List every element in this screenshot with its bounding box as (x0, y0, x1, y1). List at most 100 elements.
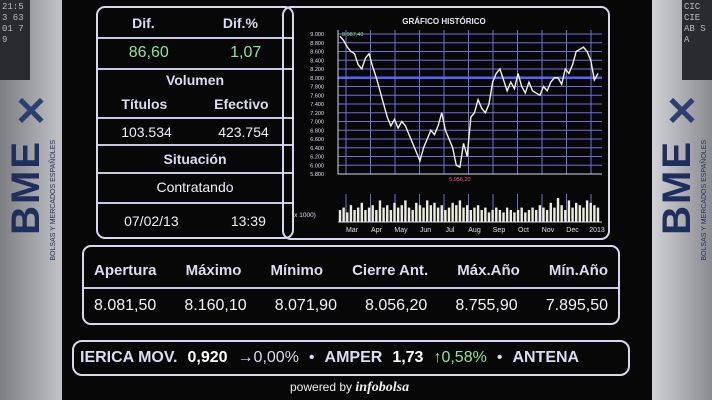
y-tick-label: 6.000 (310, 163, 324, 169)
stat-value: 8.160,10 (184, 297, 247, 314)
powered-by: powered by infobolsa (290, 380, 409, 396)
volume-bar (433, 202, 436, 222)
y-tick-label: 8.000 (310, 76, 324, 82)
y-tick-label: 7.600 (310, 93, 324, 99)
volume-bar (400, 205, 403, 222)
volume-bar (491, 210, 494, 222)
dif-label: Dif. (132, 15, 155, 31)
volume-bar (553, 207, 556, 222)
x-tick-label: 2013 (589, 227, 605, 234)
y-tick-label: 5.800 (310, 172, 324, 178)
volume-bar (462, 207, 465, 222)
volume-bar (513, 212, 516, 222)
stats-panel: Apertura Máximo Mínimo Cierre Ant. Máx.Año Mí… (82, 245, 620, 325)
volume-bar (556, 198, 560, 222)
volume-bar (542, 207, 545, 222)
dif-value: 86,60 (128, 44, 169, 61)
volume-bar (571, 207, 574, 222)
volume-bar (367, 207, 371, 222)
y-tick-label: 6.600 (310, 137, 324, 143)
volume-bar (371, 205, 374, 222)
volume-bar (455, 205, 458, 222)
stock-display-board: Dif. Dif.% 86,60 1,07 Volumen Títulos Efect… (62, 0, 652, 400)
volume-bar (545, 210, 549, 222)
bme-logo-left: ✕ BME BOLSAS Y MERCADOS ESPAÑOLES (3, 90, 59, 261)
ticker-name: IERICA MOV. (80, 349, 178, 366)
difpct-value: 1,07 (230, 44, 262, 61)
x-tick-label: Oct (518, 227, 529, 234)
volume-bar (524, 212, 527, 222)
volume-bar (342, 207, 345, 222)
situacion-label: Situación (163, 150, 227, 167)
efectivo-value: 423.754 (218, 123, 269, 140)
volume-bar (415, 202, 418, 222)
volume-bar (356, 207, 360, 222)
volume-bar (531, 207, 534, 222)
volume-bar (458, 200, 462, 222)
volume-bar (360, 202, 364, 222)
bme-tagline: BOLSAS Y MERCADOS ESPAÑOLES (49, 140, 57, 261)
volume-bar (476, 205, 480, 222)
bme-logo-right: ✕ BME BOLSAS Y MERCADOS ESPAÑOLES (654, 90, 710, 261)
y-tick-label: 8.600 (310, 50, 324, 56)
volume-bar (447, 207, 451, 222)
volume-bar (349, 205, 353, 222)
volume-bar (538, 205, 542, 222)
efectivo-label: Efectivo (214, 96, 269, 112)
date: 07/02/13 (124, 213, 179, 229)
ticker-separator: • (496, 349, 503, 366)
volume-bar (564, 210, 567, 222)
y-tick-label: 7.400 (310, 102, 324, 108)
stat-header: Mínimo (270, 261, 324, 279)
volume-bar (527, 210, 531, 222)
volume-bar (389, 210, 393, 222)
time: 13:39 (230, 213, 266, 229)
volume-bar (469, 210, 473, 222)
titulos-label: Títulos (121, 96, 168, 112)
volume-bar (498, 210, 502, 222)
x-tick-label: Aug (468, 227, 481, 234)
y-tick-label: 6.400 (310, 146, 324, 152)
volume-bar (404, 200, 407, 222)
volume-bar (495, 207, 498, 222)
x-tick-label: Dec (566, 227, 579, 234)
x-tick-label: Jun (420, 227, 431, 234)
min-label: 5.956,20 (449, 177, 470, 183)
y-tick-label: 7.000 (310, 120, 324, 126)
volume-bar (516, 210, 520, 222)
x-tick-label: Mar (346, 227, 359, 234)
y-tick-label: 8.200 (310, 67, 324, 73)
x-tick-label: Apr (371, 227, 383, 234)
x-tick-label: Jul (446, 227, 455, 234)
led-strip-right: CIC CIE AB SA (682, 0, 712, 80)
volume-bar (574, 202, 578, 222)
bme-x-icon: ✕ (14, 90, 48, 134)
y-tick-label: 8.400 (310, 58, 324, 64)
bme-tagline: BOLSAS Y MERCADOS ESPAÑOLES (700, 140, 708, 261)
stat-value: 7.895,50 (545, 297, 608, 314)
ticker-separator: • (308, 349, 315, 366)
titulos-value: 103.534 (121, 123, 172, 140)
volume-bar (480, 210, 483, 222)
volume-bar (422, 207, 425, 222)
ticker-price: 1,73 (392, 349, 424, 366)
volume-bar (353, 210, 356, 222)
volume-bar (473, 207, 476, 222)
y-tick-label: 9.000 (310, 32, 324, 38)
chart-panel: GRÁFICO HISTÓRICO 9.000 8.800 8.600 8.400 8.2… (282, 6, 610, 240)
ticker-arrow-icon: ↑ (433, 349, 442, 366)
situacion-value: Contratando (156, 179, 234, 195)
volume-bar (589, 202, 592, 222)
volume-bar (436, 207, 440, 222)
volume-bar (396, 207, 400, 222)
volume-bar (567, 200, 571, 222)
volume-bar (505, 207, 509, 222)
volume-bar (502, 212, 505, 222)
volume-bar (578, 205, 582, 222)
historic-chart: GRÁFICO HISTÓRICO 9.000 8.800 8.600 8.400 8.2… (292, 17, 605, 234)
volume-bar (426, 200, 429, 222)
ticker-bar: IERICA MOV. 0,920 →0,00% • AMPER 1,73 ↑0,58% • A… (72, 340, 630, 376)
volume-bar (382, 207, 385, 222)
ticker-name: AMPER (324, 349, 383, 366)
y-tick-label: 8.800 (310, 41, 324, 47)
